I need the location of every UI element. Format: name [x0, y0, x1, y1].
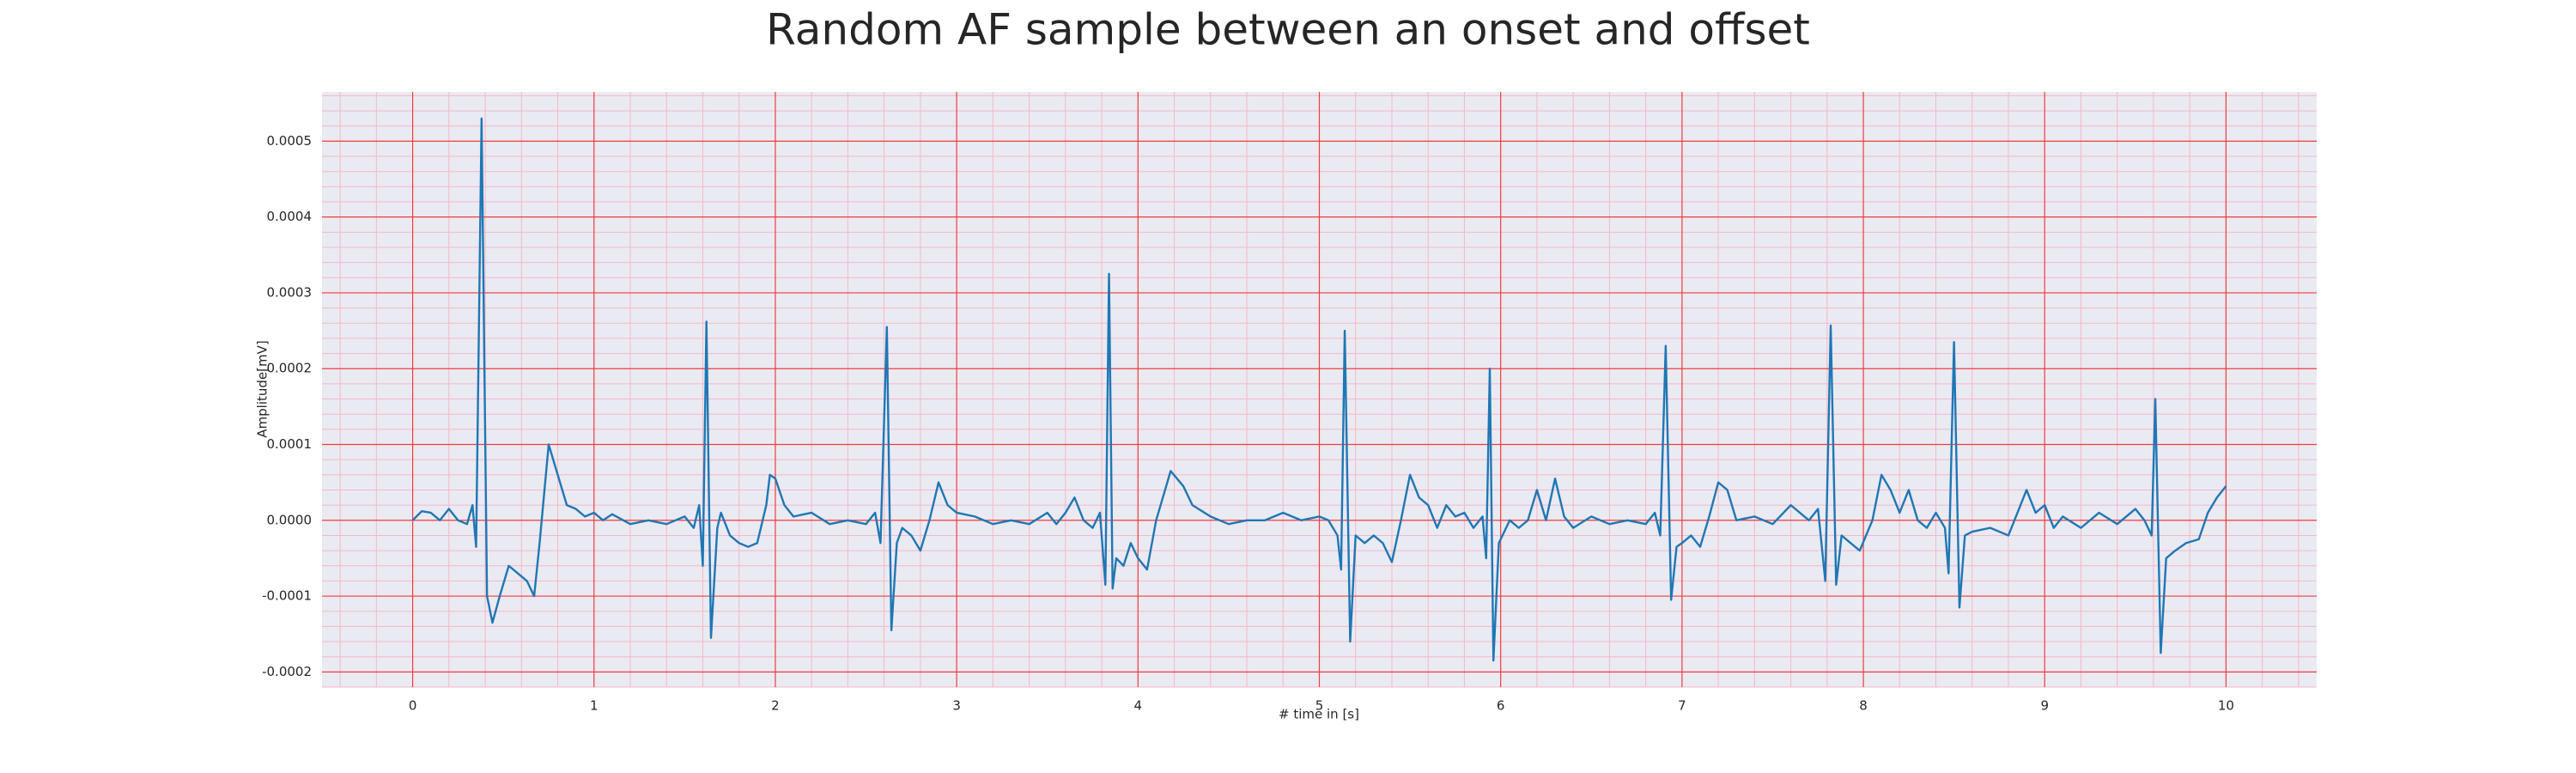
x-tick-label: 9: [2040, 698, 2049, 714]
y-tick-label: 0.0004: [267, 209, 313, 224]
x-tick-label: 1: [590, 698, 598, 714]
x-tick-label: 10: [2218, 698, 2234, 714]
y-axis-label: Amplitude[mV]: [255, 340, 270, 437]
x-tick-label: 2: [771, 698, 780, 714]
x-tick-label: 3: [952, 698, 961, 714]
chart-title: Random AF sample between an onset and of…: [766, 5, 1810, 55]
grid: [322, 92, 2317, 688]
x-tick-label: 7: [1678, 698, 1686, 714]
signal-line: [411, 117, 2227, 662]
y-tick-label: 0.0005: [267, 133, 313, 149]
x-tick-label: 8: [1859, 698, 1868, 714]
x-axis-label: # time in [s]: [1279, 707, 1359, 722]
x-tick-label: 6: [1497, 698, 1505, 714]
x-tick-label: 0: [409, 698, 417, 714]
marks: [411, 117, 2227, 662]
y-tick-label: 0.0003: [267, 284, 313, 300]
y-tick-label: 0.0001: [267, 436, 313, 452]
x-tick-label: 5: [1315, 698, 1324, 714]
x-tick-label: 4: [1134, 698, 1143, 714]
y-tick-label: 0.0002: [267, 361, 313, 376]
y-tick-label: 0.0000: [267, 512, 313, 527]
y-tick-label: -0.0001: [262, 588, 312, 604]
y-tick-label: -0.0002: [262, 664, 312, 679]
